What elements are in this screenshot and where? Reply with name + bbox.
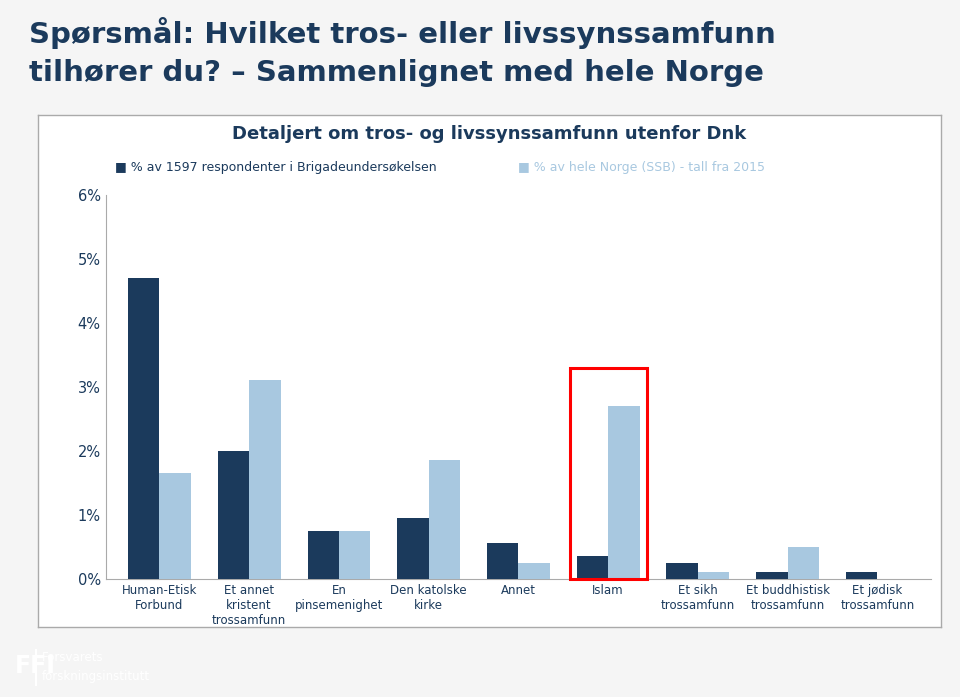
Text: forskningsinstitutt: forskningsinstitutt <box>42 671 151 683</box>
Text: Forsvarets: Forsvarets <box>42 652 104 664</box>
Bar <box>518 562 550 579</box>
Text: ■ % av 1597 respondenter i Brigadeundersøkelsen: ■ % av 1597 respondenter i Brigadeunders… <box>115 161 437 174</box>
Bar <box>569 368 647 579</box>
Bar <box>397 518 429 579</box>
Bar <box>608 406 639 579</box>
Bar <box>307 530 339 579</box>
Bar <box>787 546 819 579</box>
Bar <box>698 572 730 579</box>
Bar <box>487 544 518 579</box>
Bar <box>339 530 371 579</box>
Bar <box>250 381 280 579</box>
Text: tilhører du? – Sammenlignet med hele Norge: tilhører du? – Sammenlignet med hele Nor… <box>29 59 763 87</box>
Text: Spørsmål: Hvilket tros- eller livssynssamfunn: Spørsmål: Hvilket tros- eller livssynssa… <box>29 17 776 49</box>
Bar <box>159 473 191 579</box>
Text: FFI: FFI <box>15 654 57 678</box>
Bar <box>218 451 250 579</box>
Bar <box>429 460 460 579</box>
Text: ■ % av hele Norge (SSB) - tall fra 2015: ■ % av hele Norge (SSB) - tall fra 2015 <box>518 161 765 174</box>
Bar <box>756 572 787 579</box>
Bar <box>666 562 698 579</box>
Text: Detaljert om tros- og livssynssamfunn utenfor Dnk: Detaljert om tros- og livssynssamfunn ut… <box>232 125 747 144</box>
Bar <box>128 278 159 579</box>
Bar <box>577 556 608 579</box>
Bar <box>846 572 877 579</box>
